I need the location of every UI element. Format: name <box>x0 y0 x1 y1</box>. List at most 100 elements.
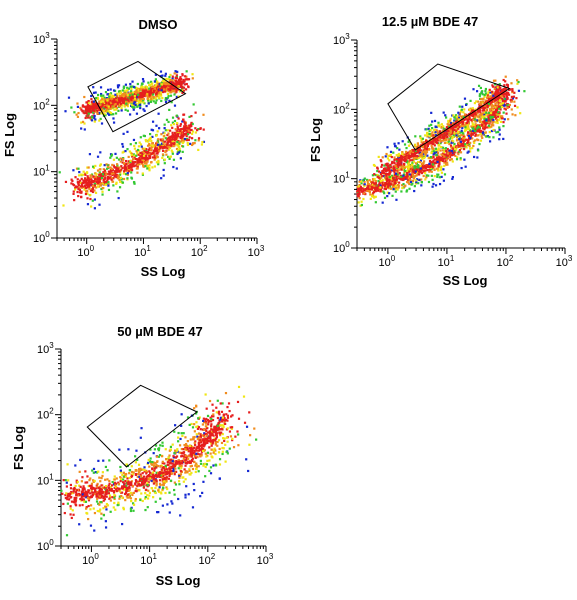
event-point <box>444 139 447 142</box>
event-point <box>155 124 158 127</box>
event-point <box>80 191 83 194</box>
event-point <box>448 142 451 146</box>
event-point <box>411 158 414 162</box>
event-point <box>176 122 179 125</box>
event-point <box>72 192 75 196</box>
event-point <box>431 164 434 167</box>
event-point <box>461 105 464 108</box>
event-point <box>451 153 454 157</box>
event-point <box>124 108 127 111</box>
event-point <box>447 153 450 156</box>
event-point <box>476 115 479 118</box>
event-point <box>506 97 509 100</box>
event-point <box>152 100 155 103</box>
event-point <box>439 133 443 136</box>
event-point <box>146 160 149 163</box>
event-point <box>414 144 417 148</box>
event-point <box>478 93 482 96</box>
event-point <box>92 109 96 112</box>
event-point <box>405 172 409 175</box>
event-point <box>93 120 96 123</box>
x-tick-label: 100 <box>77 244 94 259</box>
event-point <box>175 114 178 117</box>
event-point <box>386 184 389 187</box>
event-point <box>147 102 150 105</box>
event-point <box>103 164 106 167</box>
event-point <box>385 174 388 177</box>
event-point <box>397 166 400 169</box>
event-point <box>455 128 458 132</box>
gate-polygon[interactable] <box>87 60 187 133</box>
event-point <box>457 116 461 119</box>
event-point <box>419 135 422 138</box>
event-point <box>358 180 361 183</box>
event-point <box>146 97 149 100</box>
event-point <box>403 176 406 179</box>
event-point <box>142 80 145 83</box>
event-point <box>473 115 477 118</box>
event-point <box>138 156 141 160</box>
event-point <box>458 144 461 147</box>
event-point <box>126 130 129 133</box>
gate-polygon[interactable] <box>387 63 511 151</box>
event-point <box>163 82 166 86</box>
event-point <box>428 132 431 136</box>
event-point <box>106 179 109 182</box>
event-point <box>202 140 206 143</box>
event-point <box>495 109 498 112</box>
event-point <box>83 128 86 131</box>
event-point <box>84 180 87 183</box>
event-point <box>436 157 439 160</box>
event-point <box>478 110 481 113</box>
event-point <box>171 152 174 155</box>
event-point <box>458 139 461 142</box>
event-point <box>94 110 98 113</box>
event-point <box>423 160 426 163</box>
event-point <box>427 180 431 184</box>
event-point <box>458 105 461 108</box>
event-point <box>359 189 362 192</box>
event-point <box>473 141 476 145</box>
event-point <box>179 124 182 127</box>
event-point <box>139 95 142 99</box>
event-point <box>163 162 166 165</box>
event-point <box>104 176 107 179</box>
event-point <box>84 116 87 120</box>
event-point <box>456 123 459 126</box>
event-point <box>215 436 218 439</box>
event-point <box>148 90 151 94</box>
event-point <box>200 143 204 146</box>
x-tick-label: 103 <box>556 254 573 269</box>
event-point <box>171 86 174 90</box>
event-point <box>459 151 463 154</box>
event-point <box>76 185 79 188</box>
event-point <box>112 99 115 102</box>
event-point <box>431 147 434 150</box>
event-point <box>450 141 453 144</box>
event-point <box>85 171 89 175</box>
event-point <box>78 170 81 174</box>
event-point <box>501 105 504 109</box>
event-point <box>199 127 202 130</box>
event-point <box>93 189 96 192</box>
event-point <box>476 156 479 159</box>
event-point <box>386 191 389 194</box>
event-point <box>477 149 480 152</box>
event-point <box>458 114 461 117</box>
event-point <box>512 95 516 98</box>
event-point <box>391 180 394 183</box>
event-point <box>144 165 147 168</box>
event-point <box>72 190 75 193</box>
event-point <box>469 150 472 153</box>
event-point <box>166 133 169 137</box>
event-point <box>194 139 197 142</box>
event-point <box>130 163 133 166</box>
event-point <box>441 159 444 163</box>
event-point <box>95 109 98 112</box>
event-point <box>433 119 437 123</box>
event-point <box>128 113 132 116</box>
event-point <box>453 150 456 154</box>
event-point <box>113 170 116 173</box>
event-point <box>467 120 470 123</box>
event-point <box>487 119 490 122</box>
